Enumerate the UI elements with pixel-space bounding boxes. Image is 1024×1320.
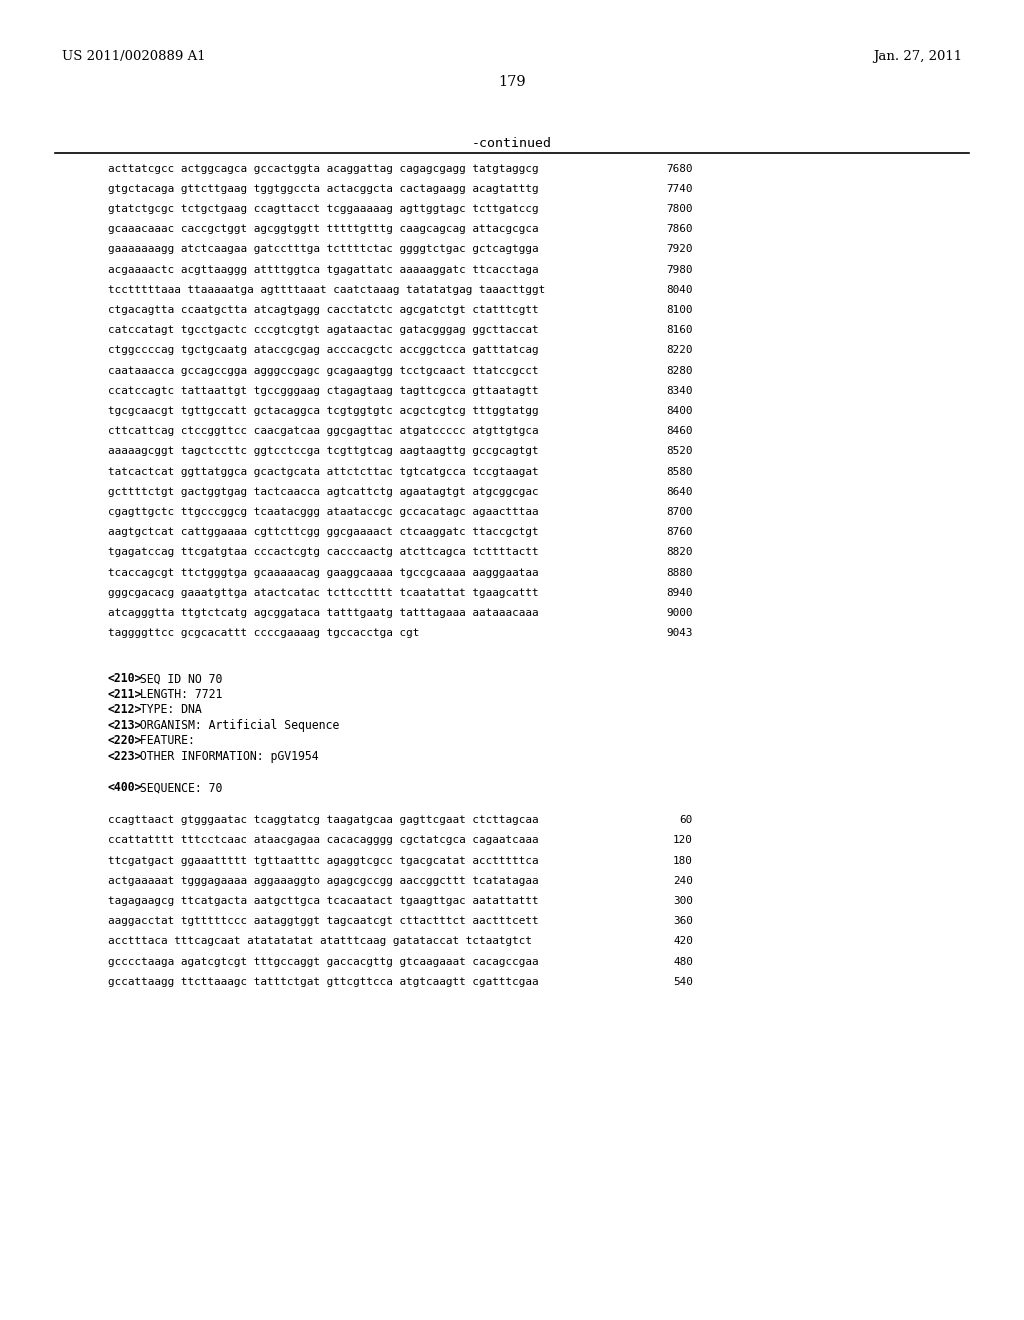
Text: 8280: 8280	[667, 366, 693, 376]
Text: LENGTH: 7721: LENGTH: 7721	[133, 688, 222, 701]
Text: 8700: 8700	[667, 507, 693, 517]
Text: tagagaagcg ttcatgacta aatgcttgca tcacaatact tgaagttgac aatattattt: tagagaagcg ttcatgacta aatgcttgca tcacaat…	[108, 896, 539, 906]
Text: US 2011/0020889 A1: US 2011/0020889 A1	[62, 50, 206, 63]
Text: 420: 420	[673, 936, 693, 946]
Text: 8520: 8520	[667, 446, 693, 457]
Text: ccagttaact gtgggaatac tcaggtatcg taagatgcaa gagttcgaat ctcttagcaa: ccagttaact gtgggaatac tcaggtatcg taagatg…	[108, 816, 539, 825]
Text: <211>: <211>	[108, 688, 142, 701]
Text: 8580: 8580	[667, 467, 693, 477]
Text: 7980: 7980	[667, 264, 693, 275]
Text: 7680: 7680	[667, 164, 693, 174]
Text: ttcgatgact ggaaattttt tgttaatttc agaggtcgcc tgacgcatat acctttttca: ttcgatgact ggaaattttt tgttaatttc agaggtc…	[108, 855, 539, 866]
Text: <212>: <212>	[108, 704, 142, 717]
Text: ctggccccag tgctgcaatg ataccgcgag acccacgctc accggctcca gatttatcag: ctggccccag tgctgcaatg ataccgcgag acccacg…	[108, 346, 539, 355]
Text: 8040: 8040	[667, 285, 693, 294]
Text: gtgctacaga gttcttgaag tggtggccta actacggcta cactagaagg acagtatttg: gtgctacaga gttcttgaag tggtggccta actacgg…	[108, 183, 539, 194]
Text: TYPE: DNA: TYPE: DNA	[133, 704, 202, 717]
Text: atcagggtta ttgtctcatg agcggataca tatttgaatg tatttagaaa aataaacaaa: atcagggtta ttgtctcatg agcggataca tatttga…	[108, 609, 539, 618]
Text: ccatccagtc tattaattgt tgccgggaag ctagagtaag tagttcgcca gttaatagtt: ccatccagtc tattaattgt tgccgggaag ctagagt…	[108, 385, 539, 396]
Text: FEATURE:: FEATURE:	[133, 734, 195, 747]
Text: 8760: 8760	[667, 527, 693, 537]
Text: acgaaaactc acgttaaggg attttggtca tgagattatc aaaaaggatc ttcacctaga: acgaaaactc acgttaaggg attttggtca tgagatt…	[108, 264, 539, 275]
Text: 8820: 8820	[667, 548, 693, 557]
Text: taggggttcc gcgcacattt ccccgaaaag tgccacctga cgt: taggggttcc gcgcacattt ccccgaaaag tgccacc…	[108, 628, 420, 638]
Text: SEQUENCE: 70: SEQUENCE: 70	[133, 781, 222, 795]
Text: 8160: 8160	[667, 325, 693, 335]
Text: gggcgacacg gaaatgttga atactcatac tcttcctttt tcaatattat tgaagcattt: gggcgacacg gaaatgttga atactcatac tcttcct…	[108, 587, 539, 598]
Text: ccattatttt tttcctcaac ataacgagaa cacacagggg cgctatcgca cagaatcaaa: ccattatttt tttcctcaac ataacgagaa cacacag…	[108, 836, 539, 845]
Text: 8460: 8460	[667, 426, 693, 436]
Text: OTHER INFORMATION: pGV1954: OTHER INFORMATION: pGV1954	[133, 750, 318, 763]
Text: <213>: <213>	[108, 719, 142, 731]
Text: 8220: 8220	[667, 346, 693, 355]
Text: tcaccagcgt ttctgggtga gcaaaaacag gaaggcaaaa tgccgcaaaa aagggaataa: tcaccagcgt ttctgggtga gcaaaaacag gaaggca…	[108, 568, 539, 578]
Text: aaaaagcggt tagctccttc ggtcctccga tcgttgtcag aagtaagttg gccgcagtgt: aaaaagcggt tagctccttc ggtcctccga tcgttgt…	[108, 446, 539, 457]
Text: 540: 540	[673, 977, 693, 987]
Text: <223>: <223>	[108, 750, 142, 763]
Text: aagtgctcat cattggaaaa cgttcttcgg ggcgaaaact ctcaaggatc ttaccgctgt: aagtgctcat cattggaaaa cgttcttcgg ggcgaaa…	[108, 527, 539, 537]
Text: 120: 120	[673, 836, 693, 845]
Text: gcaaacaaac caccgctggt agcggtggtt tttttgtttg caagcagcag attacgcgca: gcaaacaaac caccgctggt agcggtggtt tttttgt…	[108, 224, 539, 234]
Text: 8400: 8400	[667, 407, 693, 416]
Text: aaggacctat tgtttttccc aataggtggt tagcaatcgt cttactttct aactttcett: aaggacctat tgtttttccc aataggtggt tagcaat…	[108, 916, 539, 927]
Text: 8640: 8640	[667, 487, 693, 496]
Text: 8880: 8880	[667, 568, 693, 578]
Text: 180: 180	[673, 855, 693, 866]
Text: gaaaaaaagg atctcaagaa gatcctttga tcttttctac ggggtctgac gctcagtgga: gaaaaaaagg atctcaagaa gatcctttga tcttttc…	[108, 244, 539, 255]
Text: 7860: 7860	[667, 224, 693, 234]
Text: ctgacagtta ccaatgctta atcagtgagg cacctatctc agcgatctgt ctatttcgtt: ctgacagtta ccaatgctta atcagtgagg cacctat…	[108, 305, 539, 315]
Text: tcctttttaaa ttaaaaatga agttttaaat caatctaaag tatatatgag taaacttggt: tcctttttaaa ttaaaaatga agttttaaat caatct…	[108, 285, 545, 294]
Text: gcccctaaga agatcgtcgt tttgccaggt gaccacgttg gtcaagaaat cacagccgaa: gcccctaaga agatcgtcgt tttgccaggt gaccacg…	[108, 957, 539, 966]
Text: tgagatccag ttcgatgtaa cccactcgtg cacccaactg atcttcagca tcttttactt: tgagatccag ttcgatgtaa cccactcgtg cacccaa…	[108, 548, 539, 557]
Text: 179: 179	[499, 75, 525, 90]
Text: 7920: 7920	[667, 244, 693, 255]
Text: 8940: 8940	[667, 587, 693, 598]
Text: tgcgcaacgt tgttgccatt gctacaggca tcgtggtgtc acgctcgtcg tttggtatgg: tgcgcaacgt tgttgccatt gctacaggca tcgtggt…	[108, 407, 539, 416]
Text: ORGANISM: Artificial Sequence: ORGANISM: Artificial Sequence	[133, 719, 339, 731]
Text: gcttttctgt gactggtgag tactcaacca agtcattctg agaatagtgt atgcggcgac: gcttttctgt gactggtgag tactcaacca agtcatt…	[108, 487, 539, 496]
Text: 480: 480	[673, 957, 693, 966]
Text: Jan. 27, 2011: Jan. 27, 2011	[872, 50, 962, 63]
Text: gccattaagg ttcttaaagc tatttctgat gttcgttcca atgtcaagtt cgatttcgaa: gccattaagg ttcttaaagc tatttctgat gttcgtt…	[108, 977, 539, 987]
Text: <210>: <210>	[108, 672, 142, 685]
Text: 60: 60	[680, 816, 693, 825]
Text: 240: 240	[673, 876, 693, 886]
Text: 9043: 9043	[667, 628, 693, 638]
Text: -continued: -continued	[472, 137, 552, 150]
Text: 9000: 9000	[667, 609, 693, 618]
Text: 7800: 7800	[667, 205, 693, 214]
Text: <220>: <220>	[108, 734, 142, 747]
Text: 7740: 7740	[667, 183, 693, 194]
Text: gtatctgcgc tctgctgaag ccagttacct tcggaaaaag agttggtagc tcttgatccg: gtatctgcgc tctgctgaag ccagttacct tcggaaa…	[108, 205, 539, 214]
Text: 360: 360	[673, 916, 693, 927]
Text: 300: 300	[673, 896, 693, 906]
Text: cgagttgctc ttgcccggcg tcaatacggg ataataccgc gccacatagc agaactttaa: cgagttgctc ttgcccggcg tcaatacggg ataatac…	[108, 507, 539, 517]
Text: acctttaca tttcagcaat atatatatat atatttcaag gatataccat tctaatgtct: acctttaca tttcagcaat atatatatat atatttca…	[108, 936, 532, 946]
Text: SEQ ID NO 70: SEQ ID NO 70	[133, 672, 222, 685]
Text: catccatagt tgcctgactc cccgtcgtgt agataactac gatacgggag ggcttaccat: catccatagt tgcctgactc cccgtcgtgt agataac…	[108, 325, 539, 335]
Text: tatcactcat ggttatggca gcactgcata attctcttac tgtcatgcca tccgtaagat: tatcactcat ggttatggca gcactgcata attctct…	[108, 467, 539, 477]
Text: cttcattcag ctccggttcc caacgatcaa ggcgagttac atgatccccc atgttgtgca: cttcattcag ctccggttcc caacgatcaa ggcgagt…	[108, 426, 539, 436]
Text: caataaacca gccagccgga agggccgagc gcagaagtgg tcctgcaact ttatccgcct: caataaacca gccagccgga agggccgagc gcagaag…	[108, 366, 539, 376]
Text: actgaaaaat tgggagaaaa aggaaaggto agagcgccgg aaccggcttt tcatatagaa: actgaaaaat tgggagaaaa aggaaaggto agagcgc…	[108, 876, 539, 886]
Text: <400>: <400>	[108, 781, 142, 795]
Text: acttatcgcc actggcagca gccactggta acaggattag cagagcgagg tatgtaggcg: acttatcgcc actggcagca gccactggta acaggat…	[108, 164, 539, 174]
Text: 8100: 8100	[667, 305, 693, 315]
Text: 8340: 8340	[667, 385, 693, 396]
